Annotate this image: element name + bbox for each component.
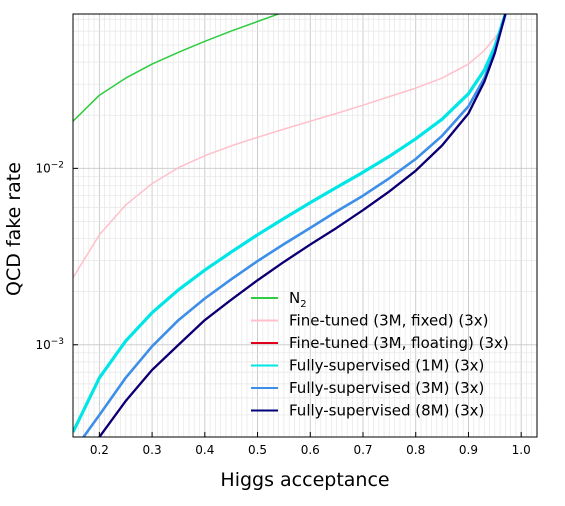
- legend-label-text: Fine-tuned (3M, fixed) (3x): [289, 312, 489, 330]
- plot-frame: [72, 13, 538, 438]
- series-line-5: [82, 14, 507, 437]
- x-tick-label: 0.9: [459, 443, 478, 457]
- x-axis-title: Higgs acceptance: [220, 469, 389, 491]
- x-tick-label: 0.2: [90, 443, 109, 457]
- legend-label-5: Fully-supervised (3M) (3x): [289, 379, 484, 397]
- legend-label-3: Fine-tuned (3M, floating) (3x): [289, 334, 509, 352]
- y-tick-base: 10: [35, 161, 50, 175]
- y-tick-exponent: −3: [51, 337, 64, 347]
- y-tick-label: 10−3: [35, 337, 64, 352]
- legend-label-6: Fully-supervised (8M) (3x): [289, 402, 484, 420]
- series-line-2: [73, 14, 507, 279]
- y-axis-title: QCD fake rate: [3, 162, 25, 296]
- legend-label-text: Fully-supervised (1M) (3x): [289, 357, 484, 375]
- series-line-6: [98, 14, 507, 437]
- y-tick-label: 10−2: [35, 160, 64, 175]
- x-tick-label: 0.5: [248, 443, 267, 457]
- x-tick-label: 0.8: [406, 443, 425, 457]
- x-tick-label: 0.4: [195, 443, 214, 457]
- series-line-4: [73, 14, 507, 433]
- x-tick-label: 1.0: [512, 443, 531, 457]
- x-tick-label: 0.3: [143, 443, 162, 457]
- y-tick-base: 10: [35, 338, 50, 352]
- legend-label-subscript: 2: [300, 299, 306, 310]
- legend-label-text: N: [289, 289, 300, 307]
- series-line-1: [73, 14, 281, 122]
- legend-label-text: Fully-supervised (8M) (3x): [289, 402, 484, 420]
- legend: N2 Fine-tuned (3M, fixed) (3x) Fine-tuned …: [251, 289, 509, 420]
- series-lines: [73, 14, 507, 437]
- legend-label-4: Fully-supervised (1M) (3x): [289, 357, 484, 375]
- legend-label-text: Fine-tuned (3M, floating) (3x): [289, 334, 509, 352]
- legend-label-text: Fully-supervised (3M) (3x): [289, 379, 484, 397]
- y-tick-exponent: −2: [51, 160, 64, 170]
- x-tick-label: 0.6: [301, 443, 320, 457]
- legend-label-1: N2: [289, 289, 307, 310]
- legend-label-2: Fine-tuned (3M, fixed) (3x): [289, 312, 489, 330]
- axes: 0.2 0.3 0.4 0.5 0.6 0.7 0.8 0.9 1.010−310−2: [35, 160, 530, 457]
- x-tick-label: 0.7: [353, 443, 372, 457]
